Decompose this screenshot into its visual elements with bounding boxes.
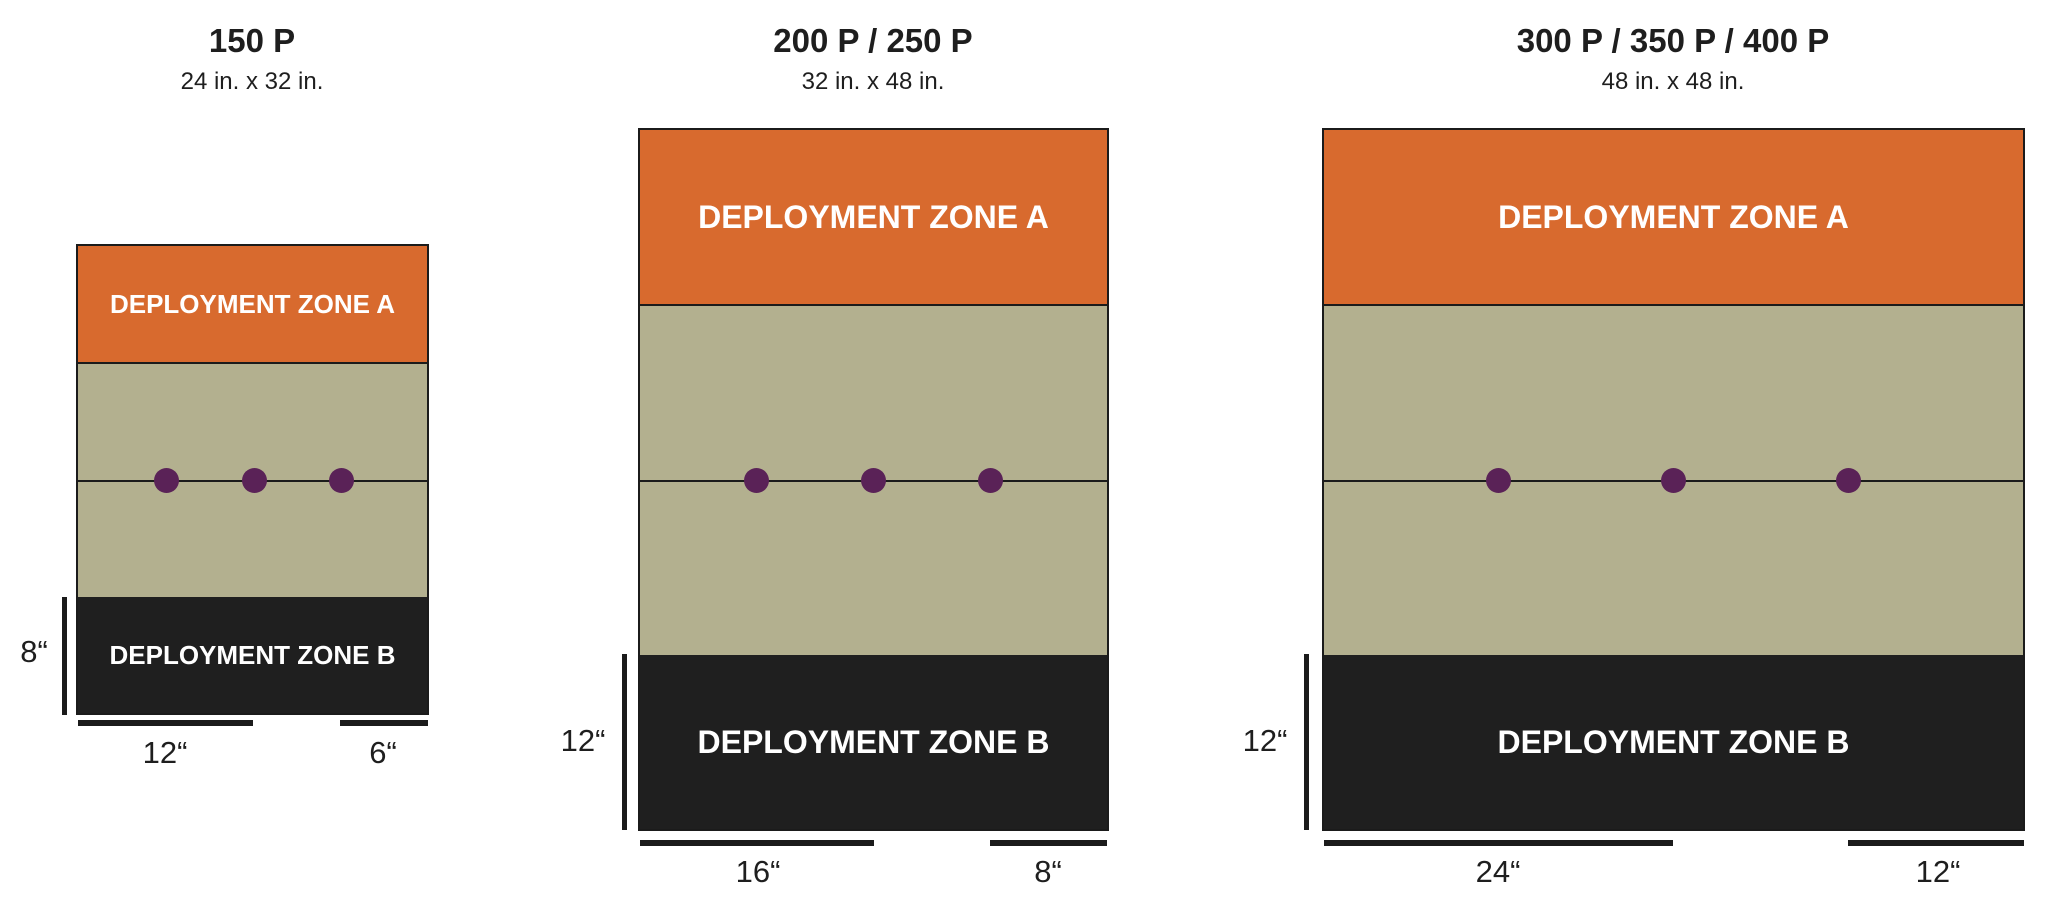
map-300-title: 300 P / 350 P / 400 P [1516,22,1830,59]
objective-marker [744,468,769,493]
map-300-bottom-right-label: 12“ [1915,854,1961,889]
objective-marker [861,468,886,493]
map-300-board: DEPLOYMENT ZONE A DEPLOYMENT ZONE B [1322,128,2025,831]
map-300-zone-b: DEPLOYMENT ZONE B [1324,655,2023,829]
map-200-bottom-left-label: 16“ [735,854,781,889]
map-150-bottom-right-bar [340,720,428,726]
map-200-size: 32 in. x 48 in. [801,68,945,95]
objective-marker [978,468,1003,493]
objective-marker [242,468,267,493]
map-150-zone-depth-label: 8“ [20,634,48,669]
map-300-bottom-right-bar [1848,840,2024,846]
map-150-bottom-left-bar [78,720,253,726]
map-300-zone-b-label: DEPLOYMENT ZONE B [1497,723,1850,760]
map-200-bottom-left-bar [640,840,874,846]
objective-marker [1661,468,1686,493]
map-200-zone-depth-bar [622,654,627,830]
map-300-size: 48 in. x 48 in. [1601,68,1745,95]
map-300-zone-depth-label: 12“ [1242,723,1288,758]
map-200-zone-b-label: DEPLOYMENT ZONE B [697,723,1050,760]
objective-marker [1486,468,1511,493]
map-200-title: 200 P / 250 P [773,22,973,59]
map-200-bottom-right-label: 8“ [1034,854,1062,889]
map-150-title: 150 P [208,22,296,59]
map-200-bottom-right-bar [990,840,1107,846]
map-150-zone-b: DEPLOYMENT ZONE B [78,597,427,713]
map-150-board: DEPLOYMENT ZONE A DEPLOYMENT ZONE B [76,244,429,715]
map-150-zone-a: DEPLOYMENT ZONE A [78,246,427,364]
map-300-zone-a: DEPLOYMENT ZONE A [1324,130,2023,306]
map-150-bottom-right-label: 6“ [369,735,397,770]
map-200-zone-b: DEPLOYMENT ZONE B [640,655,1107,829]
map-200-zone-a: DEPLOYMENT ZONE A [640,130,1107,306]
map-150-size: 24 in. x 32 in. [180,68,324,95]
objective-marker [1836,468,1861,493]
map-300-zone-depth-bar [1304,654,1309,830]
objective-marker [329,468,354,493]
map-200-zone-a-label: DEPLOYMENT ZONE A [698,198,1049,235]
map-200-zone-depth-label: 12“ [560,723,606,758]
objective-marker [154,468,179,493]
map-150-zone-depth-bar [62,597,67,715]
map-150-bottom-left-label: 12“ [142,735,188,770]
map-150-zone-a-label: DEPLOYMENT ZONE A [109,288,396,319]
map-150-zone-b-label: DEPLOYMENT ZONE B [109,639,396,670]
map-300-bottom-left-bar [1324,840,1673,846]
map-300-zone-a-label: DEPLOYMENT ZONE A [1498,198,1849,235]
map-200-board: DEPLOYMENT ZONE A DEPLOYMENT ZONE B [638,128,1109,831]
map-300-bottom-left-label: 24“ [1475,854,1521,889]
